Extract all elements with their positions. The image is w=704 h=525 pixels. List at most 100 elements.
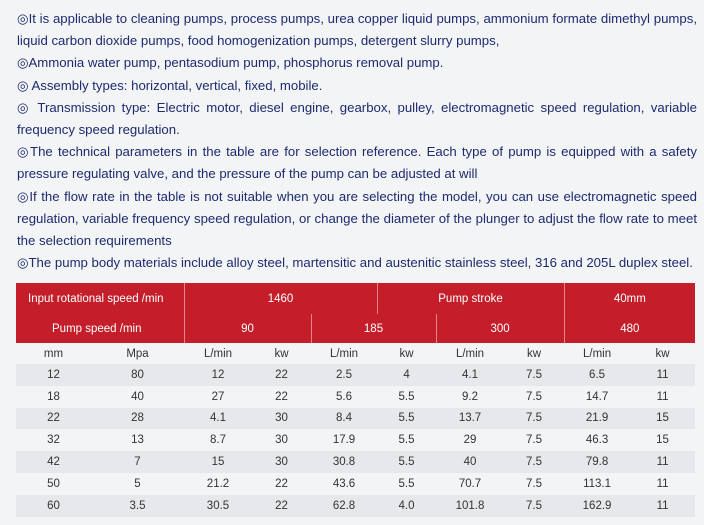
table-cell: 50	[16, 472, 91, 495]
table-cell: 22	[252, 364, 311, 386]
note-technical-parameters: ◎The technical parameters in the table a…	[17, 144, 697, 182]
unit-power: kw	[252, 343, 311, 364]
table-row: 42 7 15 30 30.8 5.5 40 7.5 79.8 11	[16, 451, 696, 473]
table-cell: 43.6	[311, 472, 378, 495]
table-cell: 30	[252, 407, 311, 430]
pump-spec-table: Input rotational speed /min 1460 Pump st…	[16, 283, 696, 517]
units-row: mm Mpa L/min kw L/min kw L/min kw L/min …	[16, 343, 696, 364]
table-cell: 13.7	[436, 407, 505, 430]
table-cell: 32	[16, 429, 91, 452]
table-cell: 8.4	[311, 407, 378, 430]
table-cell: 7.5	[504, 494, 565, 517]
table-cell: 7.5	[504, 429, 565, 452]
table-cell: 22	[252, 472, 311, 495]
pump-speed-300: 300	[435, 314, 565, 343]
unit-power: kw	[504, 343, 565, 364]
table-cell: 60	[16, 494, 91, 517]
table-cell: 15	[630, 429, 696, 452]
table-cell: 22	[252, 385, 311, 408]
table-cell: 4.1	[436, 364, 505, 386]
unit-diameter: mm	[16, 343, 91, 364]
note-applicable-pumps: ◎It is applicable to cleaning pumps, pro…	[17, 11, 697, 49]
header-row-input-speed: Input rotational speed /min 1460 Pump st…	[16, 283, 696, 314]
table-cell: 162.9	[564, 494, 631, 517]
table-cell: 28	[91, 407, 184, 430]
table-cell: 21.2	[184, 472, 252, 495]
table-cell: 30	[252, 451, 311, 473]
table-cell: 14.7	[564, 385, 631, 408]
table-row: 12 80 12 22 2.5 4 4.1 7.5 6.5 11	[16, 364, 696, 386]
pump-stroke-label: Pump stroke	[376, 283, 565, 314]
pump-speed-label: Pump speed /min	[16, 314, 184, 343]
table-cell: 30.8	[311, 451, 378, 473]
table-cell: 42	[16, 451, 91, 473]
table-cell: 70.7	[436, 472, 505, 495]
table-cell: 62.8	[311, 494, 378, 517]
pump-speed-480: 480	[563, 314, 696, 343]
unit-pressure: Mpa	[91, 343, 184, 364]
table-row: 60 3.5 30.5 22 62.8 4.0 101.8 7.5 162.9 …	[16, 494, 696, 517]
input-speed-value: 1460	[183, 283, 378, 314]
input-speed-label: Input rotational speed /min	[16, 283, 184, 314]
table-cell: 30.5	[184, 494, 252, 517]
table-cell: 17.9	[311, 429, 378, 452]
table-cell: 4.0	[377, 494, 437, 517]
table-cell: 12	[16, 364, 91, 386]
table-cell: 21.9	[564, 407, 631, 430]
table-row: 50 5 21.2 22 43.6 5.5 70.7 7.5 113.1 11	[16, 472, 696, 495]
table-cell: 7.5	[504, 385, 565, 408]
table-cell: 5.6	[311, 385, 378, 408]
note-body-materials: ◎The pump body materials include alloy s…	[17, 255, 693, 271]
unit-flow: L/min	[564, 343, 631, 364]
table-cell: 11	[630, 364, 696, 386]
table-cell: 40	[91, 385, 184, 408]
table-cell: 3.5	[91, 494, 184, 517]
table-cell: 29	[436, 429, 505, 452]
table-cell: 22	[252, 494, 311, 517]
note-flow-rate-selection: ◎If the flow rate in the table is not su…	[17, 188, 697, 249]
table-cell: 7	[91, 451, 184, 473]
table-cell: 5.5	[377, 429, 437, 452]
pump-speed-185: 185	[310, 314, 437, 343]
application-notes: ◎It is applicable to cleaning pumps, pro…	[17, 8, 697, 274]
table-cell: 7.5	[504, 472, 565, 495]
table-cell: 7.5	[504, 407, 565, 430]
table-cell: 30	[252, 429, 311, 452]
table-row: 22 28 4.1 30 8.4 5.5 13.7 7.5 21.9 15	[16, 407, 696, 430]
table-cell: 27	[184, 385, 252, 408]
table-cell: 7.5	[504, 364, 565, 386]
table-cell: 4.1	[184, 407, 252, 430]
table-cell: 2.5	[311, 364, 378, 386]
table-cell: 4	[377, 364, 437, 386]
note-transmission-type: ◎ Transmission type: Electric motor, die…	[17, 99, 697, 138]
table-cell: 5.5	[377, 472, 437, 495]
pump-stroke-value: 40mm	[563, 283, 696, 314]
table-cell: 18	[16, 385, 91, 408]
table-cell: 6.5	[564, 364, 631, 386]
unit-power: kw	[630, 343, 696, 364]
table-cell: 22	[16, 407, 91, 430]
table-cell: 13	[91, 429, 184, 452]
table-cell: 11	[630, 494, 696, 517]
table-row: 18 40 27 22 5.6 5.5 9.2 7.5 14.7 11	[16, 385, 696, 408]
table-cell: 12	[184, 364, 252, 386]
table-cell: 11	[630, 451, 696, 473]
table-cell: 5	[91, 472, 184, 495]
unit-flow: L/min	[311, 343, 378, 364]
table-cell: 113.1	[564, 472, 631, 495]
note-ammonia-pumps: ◎Ammonia water pump, pentasodium pump, p…	[17, 55, 444, 71]
table-cell: 8.7	[184, 429, 252, 452]
table-cell: 101.8	[436, 494, 505, 517]
table-cell: 5.5	[377, 407, 437, 430]
table-cell: 5.5	[377, 385, 437, 408]
pump-speed-90: 90	[183, 314, 311, 343]
table-cell: 11	[630, 385, 696, 408]
table-cell: 80	[91, 364, 184, 386]
table-cell: 46.3	[564, 429, 631, 452]
table-cell: 11	[630, 472, 696, 495]
table-cell: 5.5	[377, 451, 437, 473]
table-cell: 15	[630, 407, 696, 430]
table-cell: 9.2	[436, 385, 505, 408]
table-cell: 15	[184, 451, 252, 473]
header-row-pump-speed: Pump speed /min 90 185 300 480	[16, 314, 696, 343]
